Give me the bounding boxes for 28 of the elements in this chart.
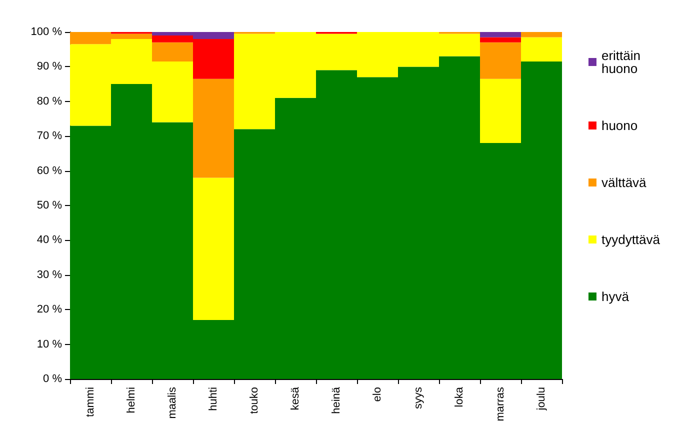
y-tick-label: 20 % (36, 304, 62, 316)
x-tick-label: elo (372, 387, 384, 402)
x-tick-label: marras (494, 386, 506, 422)
y-tick-label: 90 % (36, 60, 62, 73)
y-tick-label: 100 % (30, 26, 62, 38)
y-tick-label: 0 % (43, 373, 62, 385)
legend-label: erittäin huono (601, 48, 644, 76)
y-tick-label: 60 % (36, 164, 62, 177)
x-tick-label: heinä (330, 386, 342, 414)
y-tick-label: 30 % (36, 268, 62, 281)
y-tick-label: 10 % (36, 338, 62, 350)
x-tick-label: joulu (536, 387, 548, 412)
y-tick-label: 50 % (36, 200, 62, 212)
x-tick-label: touko (248, 387, 260, 414)
y-tick-label: 70 % (36, 130, 62, 142)
x-tick-label: tammi (84, 387, 96, 417)
x-tick-label: kesä (290, 386, 302, 410)
y-tick-label: 80 % (36, 95, 62, 108)
legend-label: välttävä (601, 175, 648, 190)
legend-label: hyvä (601, 289, 630, 304)
x-tick-label: loka (454, 386, 466, 408)
y-tick-label: 40 % (36, 234, 62, 246)
legend-label: huono (601, 118, 638, 133)
legend-label: tyydyttävä (601, 232, 661, 247)
x-tick-label: syys (412, 386, 424, 409)
x-tick-label: maalis (166, 386, 178, 419)
x-tick-label: huhti (208, 387, 220, 411)
x-tick-label: helmi (126, 387, 138, 414)
